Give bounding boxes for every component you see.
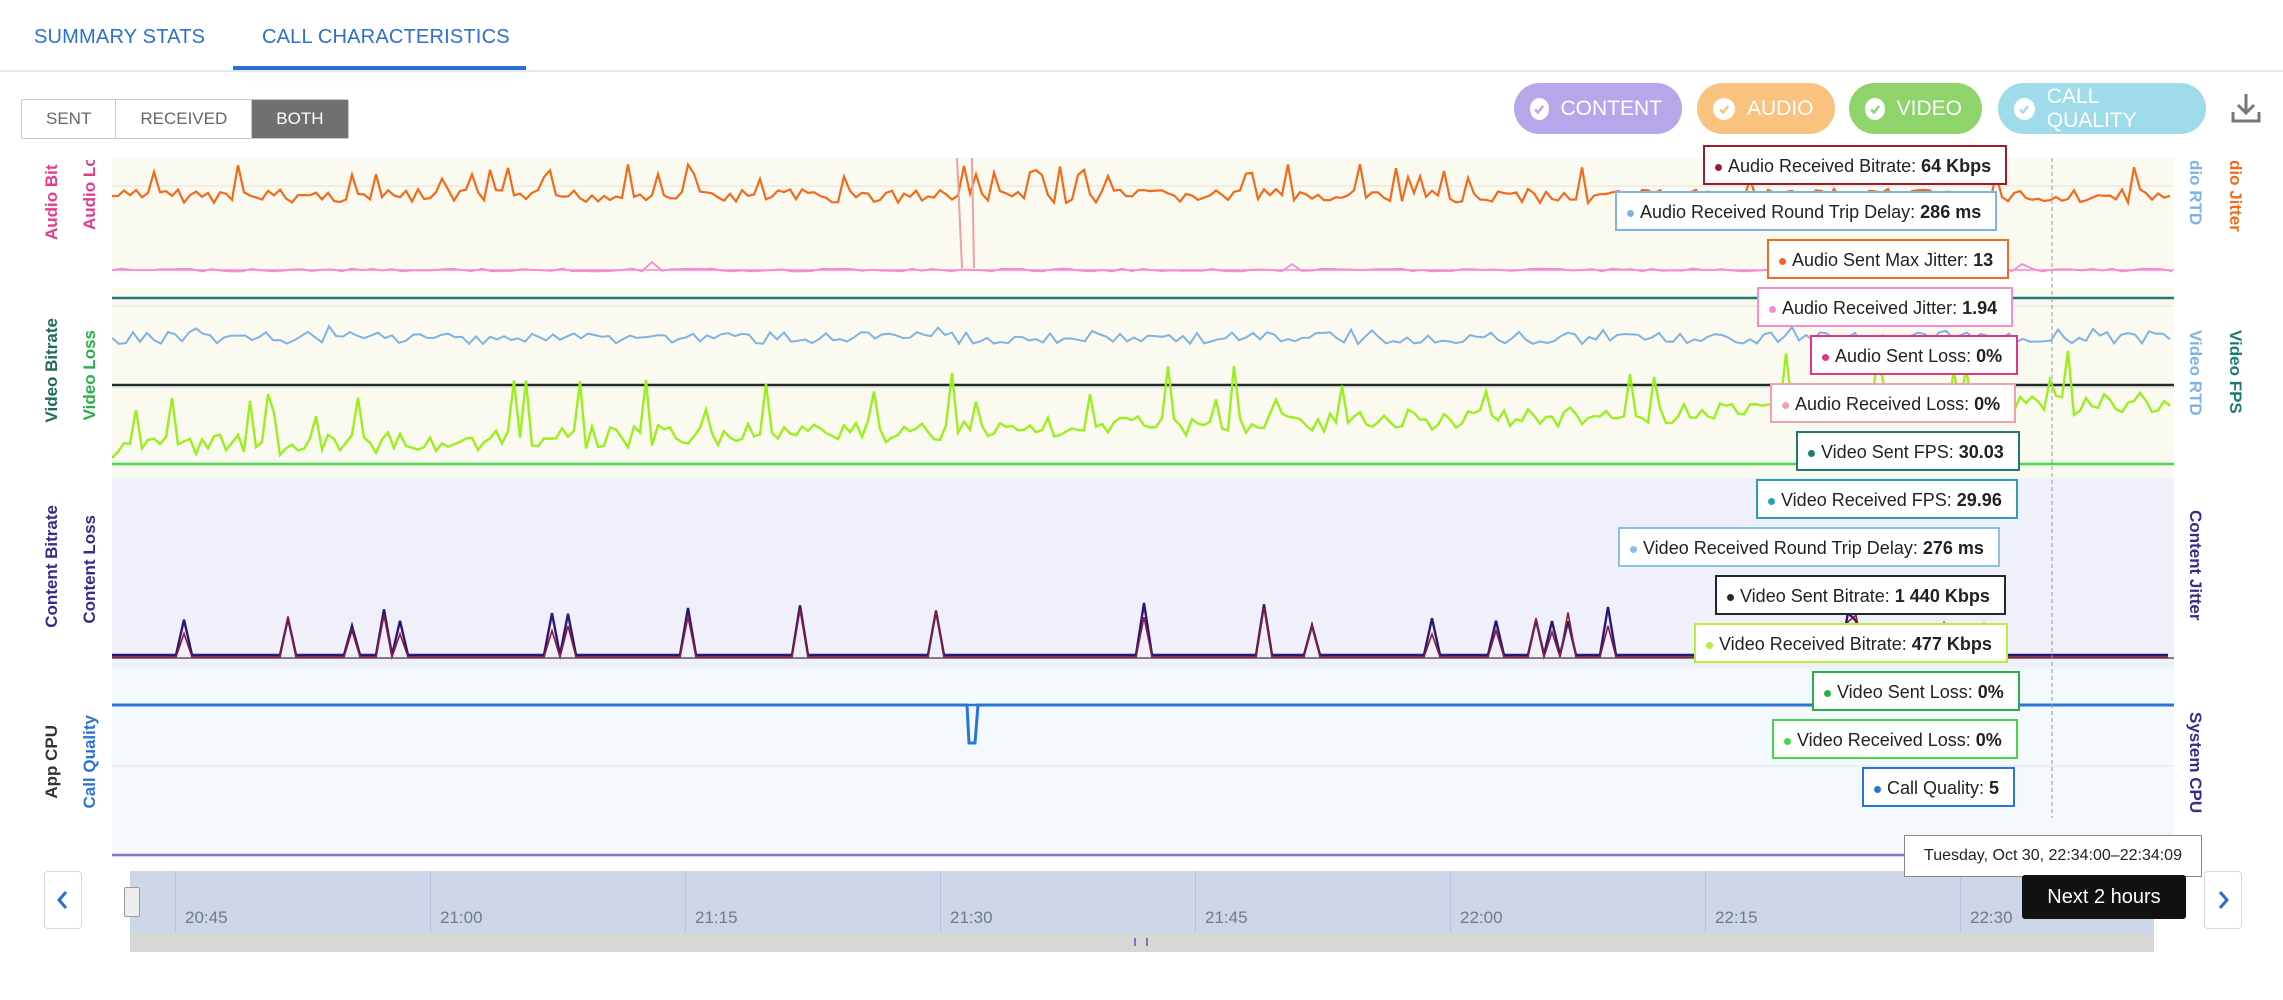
timeline-tick: 22:15 [1715, 908, 1758, 927]
next-period-button[interactable] [2204, 871, 2242, 929]
series-dot-icon [1715, 163, 1722, 171]
filter-content-toggle[interactable]: CONTENT [1514, 83, 1682, 134]
axis-content-jitter: Content Jitter [2186, 510, 2205, 621]
scrollbar-grip-icon[interactable] [1134, 938, 1148, 946]
axis-video-loss: Video Loss [80, 330, 99, 421]
series-dot-icon [1727, 593, 1734, 601]
direction-both-button[interactable]: BOTH [252, 100, 348, 138]
timeline-tick: 21:15 [695, 908, 738, 927]
series-dot-icon [1874, 785, 1881, 793]
axis-call-quality: Call Quality [80, 715, 99, 809]
check-icon [1865, 97, 1885, 120]
axis-app-cpu: App CPU [42, 725, 61, 799]
timeline-navigator[interactable]: 20:45 21:00 21:15 21:30 21:45 22:00 22:1… [124, 871, 2154, 933]
series-dot-icon [1630, 545, 1637, 553]
tooltip-video-received-loss: Video Received Loss: 0% [1772, 719, 2018, 759]
next-period-tooltip: Next 2 hours [2022, 875, 2186, 919]
tab-call-characteristics[interactable]: CALL CHARACTERISTICS [262, 26, 510, 48]
series-dot-icon [1808, 449, 1815, 457]
series-dot-icon [1784, 737, 1791, 745]
check-icon [1530, 97, 1549, 120]
direction-sent-button[interactable]: SENT [22, 100, 117, 138]
filter-video-toggle[interactable]: VIDEO [1849, 83, 1982, 134]
filter-label: CALL QUALITY [2046, 84, 2137, 132]
check-icon [2014, 97, 2035, 120]
tooltip-video-sent-bitrate: Video Sent Bitrate: 1 440 Kbps [1715, 575, 2006, 615]
filter-label: CONTENT [1560, 96, 1663, 120]
axis-content-bitrate: Content Bitrate [42, 505, 61, 628]
axis-audio-jitter: dio Jitter [2226, 160, 2245, 232]
direction-received-button[interactable]: RECEIVED [116, 100, 253, 138]
tooltip-audio-sent-max-jitter: Audio Sent Max Jitter: 13 [1767, 239, 2010, 279]
tooltip-audio-received-loss: Audio Received Loss: 0% [1770, 383, 2017, 423]
tooltip-video-sent-loss: Video Sent Loss: 0% [1812, 671, 2020, 711]
axis-audio-bitrate: Audio Bit [42, 164, 61, 240]
series-dot-icon [1627, 209, 1634, 217]
tooltip-audio-rtd: Audio Received Round Trip Delay: 286 ms [1615, 191, 1998, 231]
hover-time-tooltip: Tuesday, Oct 30, 22:34:00–22:34:09 [1904, 835, 2202, 877]
video-rtd-series [112, 324, 2171, 346]
chevron-left-icon [57, 891, 68, 909]
axis-audio-loss: Audio Lo [80, 160, 99, 230]
axis-video-rtd: Video RTD [2186, 330, 2205, 416]
timeline-tick: 22:00 [1460, 908, 1503, 927]
tooltip-video-received-fps: Video Received FPS: 29.96 [1756, 479, 2018, 519]
series-dot-icon [1779, 257, 1786, 265]
tooltip-audio-received-bitrate: Audio Received Bitrate: 64 Kbps [1703, 145, 2008, 185]
series-dot-icon [1822, 353, 1829, 361]
download-icon[interactable] [2226, 88, 2266, 128]
tooltip-call-quality: Call Quality: 5 [1862, 767, 2016, 807]
previous-period-button[interactable] [44, 871, 82, 929]
timeline-tick: 21:00 [440, 908, 483, 927]
direction-toggle: SENT RECEIVED BOTH [21, 99, 349, 139]
active-tab-indicator [233, 66, 526, 70]
tooltip-audio-received-jitter: Audio Received Jitter: 1.94 [1757, 287, 2014, 327]
timeline-tick: 21:45 [1205, 908, 1248, 927]
timeline-tick: 21:30 [950, 908, 993, 927]
series-dot-icon [1768, 497, 1775, 505]
tooltip-video-rtd: Video Received Round Trip Delay: 276 ms [1618, 527, 2000, 567]
tooltip-video-received-bitrate: Video Received Bitrate: 477 Kbps [1694, 623, 2008, 663]
axis-content-loss: Content Loss [80, 515, 99, 624]
timeline-tick: 20:45 [185, 908, 228, 927]
axis-video-fps: Video FPS [2226, 330, 2245, 414]
check-icon [1713, 97, 1735, 120]
filter-audio-toggle[interactable]: AUDIO [1697, 83, 1835, 134]
filter-call-quality-toggle[interactable]: CALL QUALITY [1998, 83, 2206, 134]
series-dot-icon [1782, 401, 1789, 409]
axis-system-cpu: System CPU [2186, 712, 2205, 814]
timeline-tick: 22:30 [1970, 908, 2013, 927]
tab-bar: SUMMARY STATS CALL CHARACTERISTICS [0, 0, 2283, 72]
series-dot-icon [1824, 689, 1831, 697]
timeline-scrollbar[interactable] [130, 933, 2154, 952]
axis-video-bitrate: Video Bitrate [42, 318, 61, 423]
series-dot-icon [1769, 305, 1776, 313]
chevron-right-icon [2218, 891, 2229, 909]
tooltip-video-sent-fps: Video Sent FPS: 30.03 [1796, 431, 2020, 471]
range-handle-left[interactable] [124, 887, 140, 917]
filter-label: AUDIO [1747, 96, 1814, 120]
tooltip-audio-sent-loss: Audio Sent Loss: 0% [1810, 335, 2019, 375]
axis-audio-rtd: dio RTD [2186, 160, 2205, 226]
tab-summary-stats[interactable]: SUMMARY STATS [34, 26, 206, 48]
series-dot-icon [1706, 641, 1713, 649]
filter-label: VIDEO [1896, 96, 1962, 120]
